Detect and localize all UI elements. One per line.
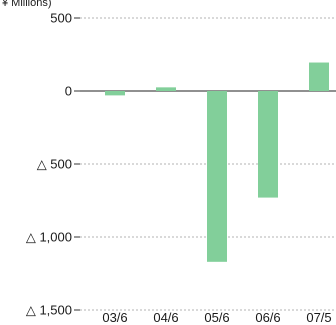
y-tick-label: △ 1,500 (26, 303, 72, 318)
y-tick-labels: 500 0 △ 500 △ 1,000 △ 1,500 (26, 11, 72, 318)
y-tick-label: △ 1,000 (26, 230, 72, 245)
bars (105, 62, 329, 262)
y-tick-label: 500 (50, 11, 72, 26)
y-tick-label: 0 (65, 84, 72, 99)
gridlines (74, 17, 336, 311)
x-tick-labels: 03/6 04/6 05/6 06/6 07/5 (102, 310, 331, 325)
bar-03-6 (105, 91, 125, 96)
x-tick-label: 05/6 (204, 310, 229, 325)
bar-05-6 (207, 91, 227, 262)
y-axis-label: ¥ Millions) (1, 0, 52, 9)
bar-07-5 (309, 62, 329, 91)
x-tick-label: 03/6 (102, 310, 127, 325)
x-tick-label: 04/6 (153, 310, 178, 325)
bar-04-6 (156, 87, 176, 91)
x-tick-label: 07/5 (306, 310, 331, 325)
bar-06-6 (258, 91, 278, 198)
x-tick-label: 06/6 (255, 310, 280, 325)
y-tick-label: △ 500 (37, 157, 72, 172)
